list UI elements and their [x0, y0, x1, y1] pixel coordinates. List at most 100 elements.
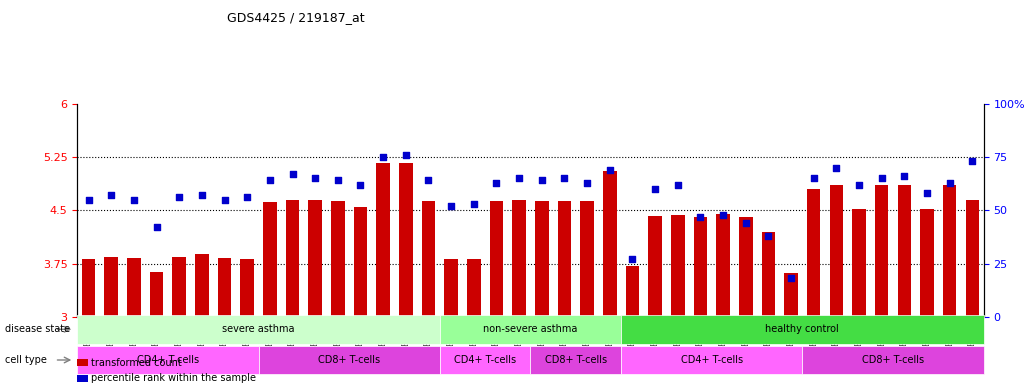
Point [216, 197, 233, 203]
Point [375, 154, 391, 160]
Text: transformed count: transformed count [91, 358, 181, 368]
Bar [467, 258, 481, 317]
Bar [285, 200, 300, 317]
Bar [852, 209, 866, 317]
Bar [240, 259, 254, 317]
Bar [557, 201, 572, 317]
Point [443, 203, 459, 209]
Bar [263, 202, 277, 317]
Point [579, 179, 595, 185]
Point [964, 158, 981, 164]
Point [466, 201, 482, 207]
Point [330, 177, 346, 184]
Bar [806, 189, 821, 317]
Bar [580, 201, 594, 317]
Bar [81, 258, 96, 317]
Bar [784, 273, 798, 317]
Bar [259, 346, 440, 374]
Bar [489, 201, 504, 317]
Bar [874, 185, 889, 317]
Bar [512, 200, 526, 317]
Point [511, 175, 527, 181]
Point [692, 214, 709, 220]
Bar [671, 215, 685, 317]
Bar [621, 346, 802, 374]
Bar [603, 171, 617, 317]
Bar [149, 272, 164, 317]
Text: GDS4425 / 219187_at: GDS4425 / 219187_at [227, 12, 365, 25]
Point [126, 197, 142, 203]
Bar [353, 207, 368, 317]
Bar [195, 254, 209, 317]
Bar [77, 315, 440, 344]
Point [737, 220, 754, 226]
Point [670, 182, 686, 188]
Bar [965, 200, 980, 317]
Point [307, 175, 323, 181]
Text: CD4+ T-cells: CD4+ T-cells [681, 355, 743, 365]
Bar [802, 346, 984, 374]
Bar [440, 315, 621, 344]
Bar [739, 217, 753, 317]
Bar [217, 258, 232, 317]
Point [851, 182, 867, 188]
Point [941, 179, 958, 185]
Bar [621, 315, 984, 344]
Bar [421, 201, 436, 317]
Point [352, 182, 369, 188]
Bar [308, 200, 322, 317]
Bar [829, 185, 844, 317]
Bar [77, 359, 88, 366]
Point [602, 167, 618, 173]
Point [873, 175, 890, 181]
Bar [530, 346, 621, 374]
Text: cell type: cell type [5, 355, 47, 365]
Point [919, 190, 935, 196]
Text: severe asthma: severe asthma [222, 324, 295, 334]
Text: CD8+ T-cells: CD8+ T-cells [545, 355, 607, 365]
Point [647, 186, 663, 192]
Bar [104, 257, 118, 317]
Bar [127, 258, 141, 317]
Bar [77, 375, 88, 382]
Text: non-severe asthma: non-severe asthma [483, 324, 578, 334]
Bar [440, 346, 530, 374]
Bar [942, 185, 957, 317]
Point [488, 179, 505, 185]
Bar [761, 232, 776, 317]
Point [828, 165, 845, 171]
Point [148, 224, 165, 230]
Point [80, 197, 97, 203]
Text: CD8+ T-cells: CD8+ T-cells [318, 355, 380, 365]
Point [239, 194, 255, 200]
Point [624, 256, 641, 262]
Bar [77, 346, 259, 374]
Bar [399, 163, 413, 317]
Text: disease state: disease state [5, 324, 70, 334]
Point [783, 275, 799, 281]
Point [194, 192, 210, 199]
Point [420, 177, 437, 184]
Bar [444, 258, 458, 317]
Point [556, 175, 573, 181]
Bar [693, 217, 708, 317]
Bar [625, 266, 640, 317]
Point [171, 194, 187, 200]
Text: CD8+ T-cells: CD8+ T-cells [862, 355, 924, 365]
Point [262, 177, 278, 184]
Point [805, 175, 822, 181]
Point [398, 152, 414, 158]
Point [103, 192, 119, 199]
Text: CD4+ T-cells: CD4+ T-cells [454, 355, 516, 365]
Bar [716, 214, 730, 317]
Bar [920, 209, 934, 317]
Point [534, 177, 550, 184]
Point [284, 171, 301, 177]
Bar [535, 201, 549, 317]
Bar [648, 216, 662, 317]
Bar [172, 257, 186, 317]
Point [715, 212, 731, 218]
Point [896, 173, 913, 179]
Bar [376, 163, 390, 317]
Text: percentile rank within the sample: percentile rank within the sample [91, 373, 255, 383]
